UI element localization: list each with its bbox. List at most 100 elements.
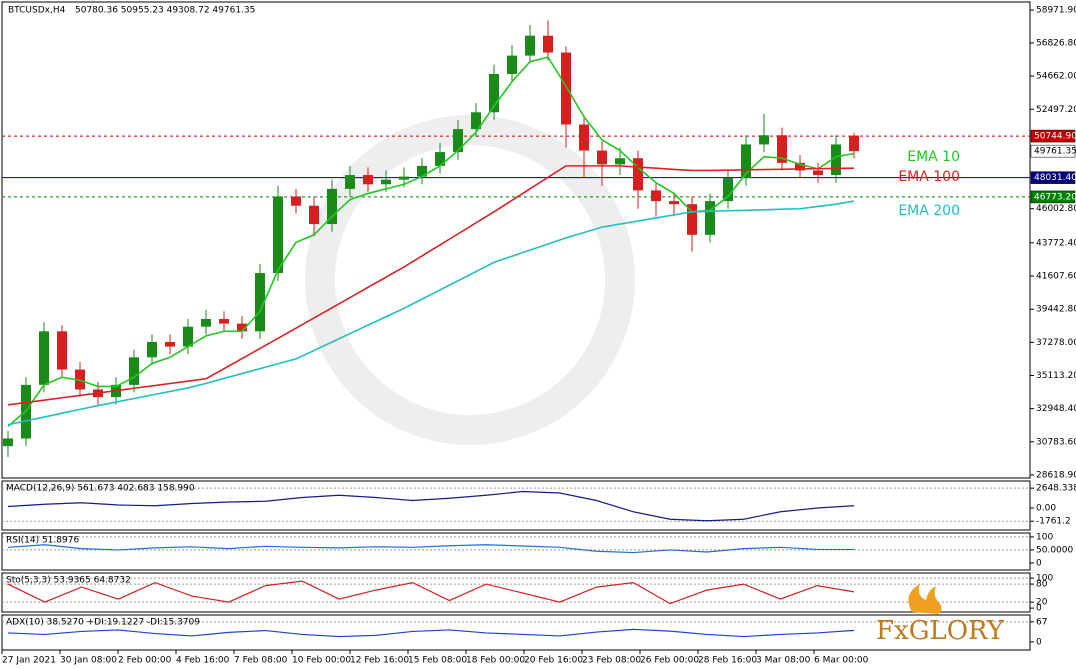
price-tag-label: 49761.35 [1034,147,1076,157]
y-tick-label: 0 [1036,604,1042,614]
candle-body [381,179,391,185]
indicator-title: ADX(10) 38.5270 +DI:19.1227 -DI:15.3709 [6,618,200,628]
y-tick-label: 46002.80 [1036,204,1076,214]
ema-line [7,200,855,426]
indicator-title: Sto(5,3,3) 53.9365 64.8732 [6,576,131,586]
x-tick-label: 30 Jan 08:00 [60,656,117,666]
x-tick-label: 3 Mar 08:00 [756,656,811,666]
indicator-title: RSI(14) 51.8976 [6,536,79,546]
y-tick-label: 54662.00 [1036,72,1076,82]
x-tick-label: 2 Feb 00:00 [118,656,172,666]
ema-line [7,165,855,406]
candle-body [453,129,463,153]
candle-body [597,150,607,165]
candle-body [759,135,769,145]
y-tick-label: 0 [1036,637,1042,647]
x-tick-label: 23 Feb 08:00 [582,656,641,666]
x-tick-label: 28 Feb 16:00 [698,656,757,666]
y-tick-label: 67 [1036,617,1047,627]
candle-body [147,342,157,358]
candle-body [795,162,805,171]
main-pane [1,1,1031,479]
y-tick-label: 58971.90 [1036,6,1076,16]
candle-body [615,158,625,165]
x-tick-label: 10 Feb 00:00 [292,656,351,666]
candle-body [219,319,229,324]
y-tick-label: 37278.00 [1036,338,1076,348]
candle-body [201,319,211,327]
logo: FxGLORY [876,616,1005,646]
candle-body [651,190,661,202]
candle-body [561,52,571,125]
ohlc-header: 50780.36 50955.23 49308.72 49761.35 [75,6,255,16]
indicator-line [7,490,855,522]
y-tick-label: 52497.20 [1036,105,1076,115]
candle-body [633,158,643,191]
y-tick-label: 0 [1036,558,1042,568]
candle-body [579,124,589,151]
price-tag-label: 50744.90 [1034,132,1076,142]
candle-body [399,176,409,180]
indicator-line [7,544,854,554]
candle-body [3,438,13,447]
candle-body [255,273,265,332]
macd-pane [1,480,1031,531]
x-tick-label: 18 Feb 00:00 [466,656,525,666]
sto-pane [1,572,1031,613]
ema-line [7,56,855,427]
candle-body [525,35,535,56]
candle-body [417,165,427,177]
y-tick-label: 20 [1036,598,1048,608]
price-tag-label: 46773.20 [1034,192,1076,202]
candle-body [57,331,67,370]
x-tick-label: 20 Feb 16:00 [524,656,583,666]
candle-body [183,326,193,347]
candle-body [687,204,697,235]
candle-body [39,331,49,385]
price-tag [1030,144,1076,158]
x-tick-label: 15 Feb 08:00 [408,656,467,666]
candle-body [849,135,859,152]
watermark [305,115,635,445]
legend-label: EMA 100 [898,169,960,185]
y-tick-label: 28618.90 [1036,470,1076,480]
candle-body [345,175,355,189]
candle-body [543,35,553,53]
candle-body [741,144,751,179]
legend-label: EMA 10 [907,149,960,165]
candle-body [363,175,373,185]
candle-body [237,323,247,332]
x-tick-label: 26 Feb 00:00 [640,656,699,666]
y-tick-label: 56826.80 [1036,38,1076,48]
y-tick-label: 2648.338 [1036,484,1076,494]
x-tick-label: 12 Feb 16:00 [350,656,409,666]
candle-body [327,188,337,225]
candle-body [507,55,517,74]
y-tick-label: 35113.20 [1036,371,1076,381]
price-tag-label: 48031.40 [1034,173,1076,183]
candle-body [471,112,481,130]
y-tick-label: -1761.2 [1036,517,1071,527]
candle-body [723,178,733,202]
adx-pane [1,614,1031,651]
y-tick-label: 43772.40 [1036,238,1076,248]
candle-body [705,201,715,235]
y-tick-label: 39442.80 [1036,305,1076,315]
candle-body [669,201,679,205]
candle-body [129,357,139,385]
y-tick-label: 32948.40 [1036,404,1076,414]
y-tick-label: 0.00 [1036,504,1056,514]
y-tick-label: 30783.60 [1036,437,1076,447]
price-tag [1030,171,1076,184]
y-tick-label: 100 [1036,532,1053,542]
x-tick-label: 7 Feb 08:00 [234,656,288,666]
x-tick-label: 27 Jan 2021 [2,656,56,666]
price-tag [1030,129,1076,143]
candle-body [165,342,175,347]
candle-body [291,196,301,206]
y-tick-label: 50.0000 [1036,545,1073,555]
indicator-line [7,628,855,638]
price-tag [1030,190,1076,204]
legend-label: EMA 200 [898,203,960,219]
